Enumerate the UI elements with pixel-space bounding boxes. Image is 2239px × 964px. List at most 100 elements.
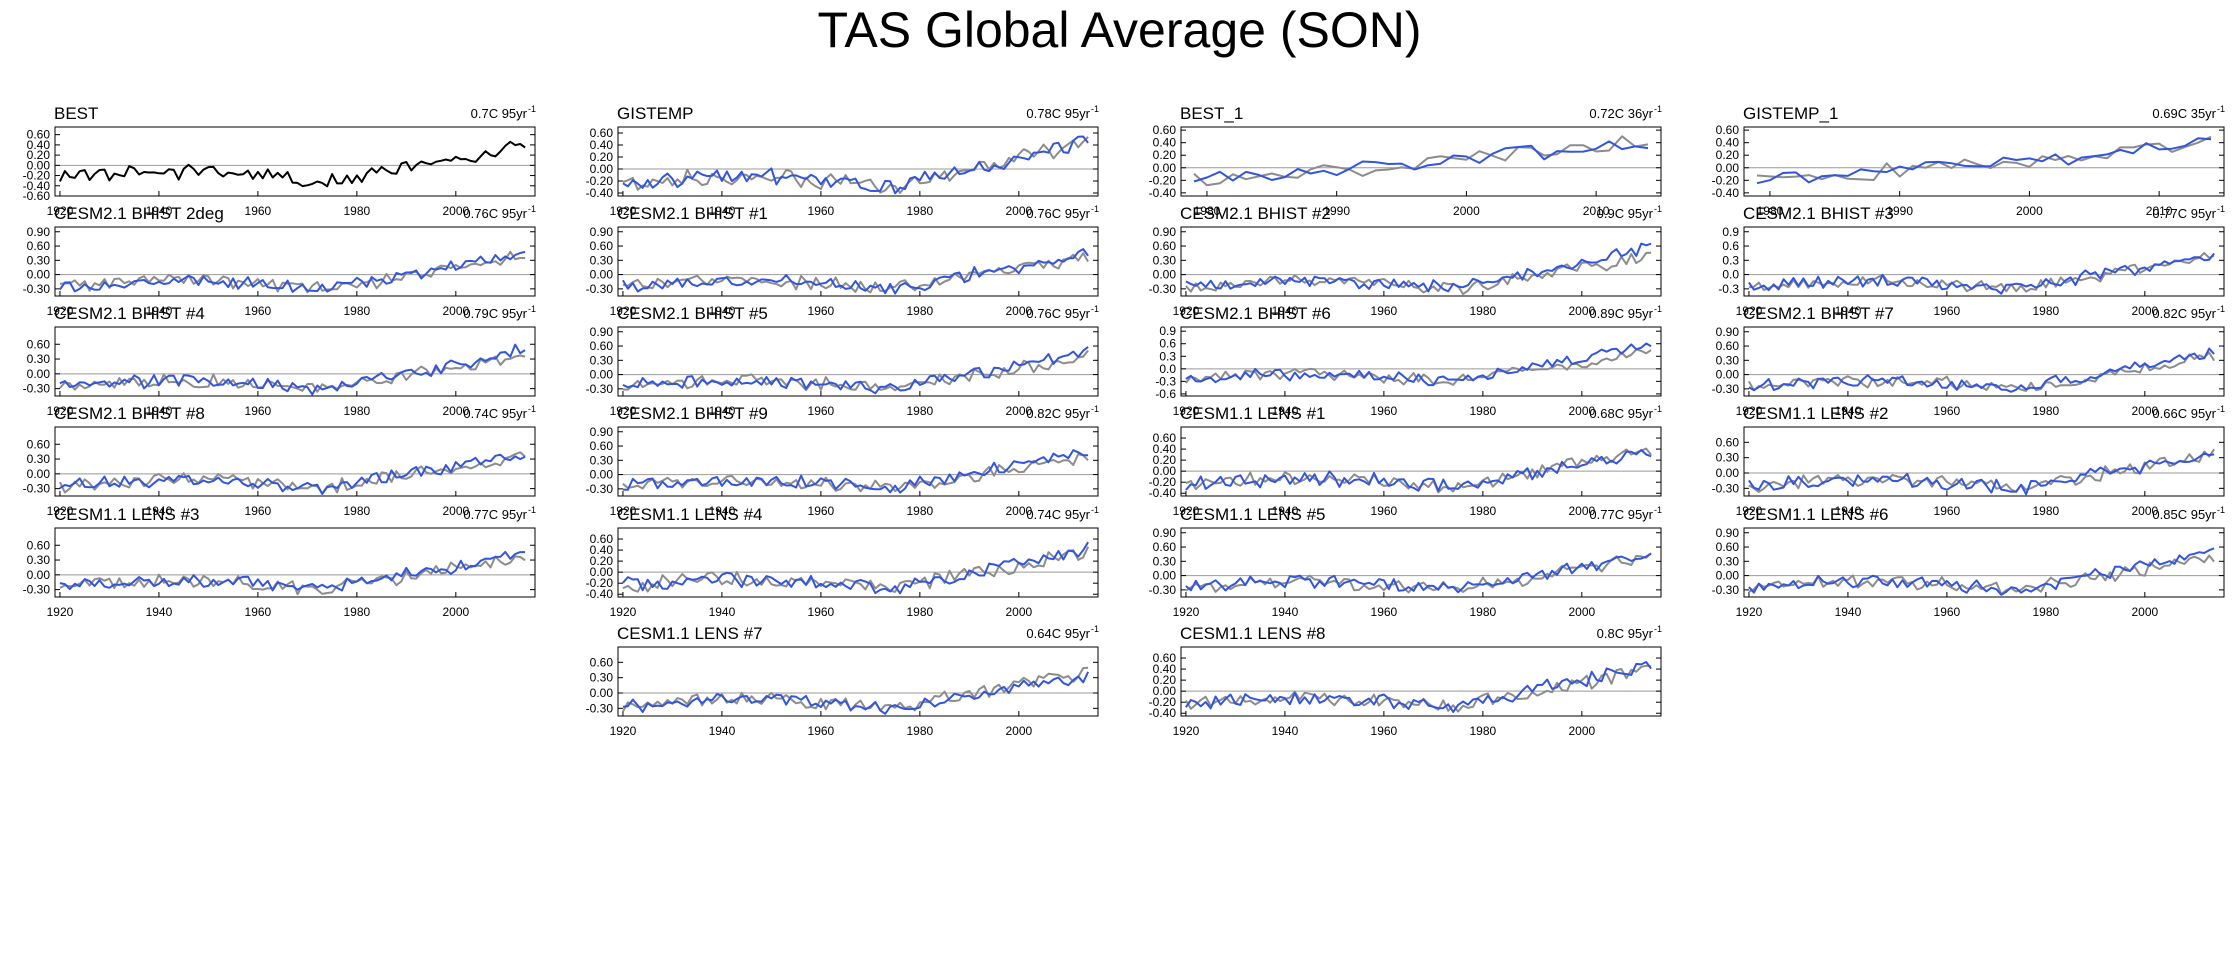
y-tick-label: -0.20	[1149, 173, 1177, 187]
trend-exponent: -1	[528, 104, 536, 114]
series-line-model	[622, 671, 1090, 715]
series-line-reference	[622, 546, 1090, 593]
plot-frame	[54, 326, 536, 397]
x-tick-label: 1960	[245, 605, 272, 619]
x-tick-label: 1960	[1371, 724, 1398, 738]
x-tick-label: 2000	[442, 204, 469, 218]
x-tick-label: 1960	[1934, 304, 1961, 318]
trend-label: 0.77C 95yr	[1589, 507, 1653, 522]
y-tick-label: 0.00	[1153, 684, 1177, 698]
y-tick-label: 0.30	[1153, 554, 1177, 568]
x-tick-label: 2000	[1005, 304, 1032, 318]
x-tick-label: 1940	[1272, 404, 1299, 418]
x-tick-label: 1960	[1371, 504, 1398, 518]
series-line-model	[622, 449, 1089, 494]
y-tick-label: 0.40	[1153, 442, 1177, 456]
plot-frame	[617, 527, 1099, 598]
trend-exponent: -1	[1091, 304, 1099, 314]
x-tick-label: 2000	[1453, 204, 1480, 218]
series-line-model	[59, 250, 526, 293]
y-tick-label: -0.20	[586, 174, 614, 188]
series-line-model	[1185, 342, 1652, 387]
y-tick-label: 0.60	[1153, 239, 1177, 253]
plot-frame	[617, 226, 1099, 297]
panel-title: GISTEMP_1	[1743, 104, 1838, 123]
y-tick-label: 0.00	[590, 162, 614, 176]
trend-exponent: -1	[1654, 624, 1662, 634]
x-tick-label: 2000	[442, 605, 469, 619]
trend-label: 0.76C 95yr	[463, 206, 527, 221]
y-tick-label: 0.20	[1153, 148, 1177, 162]
plot-frame	[1743, 126, 2225, 197]
x-tick-label: 2000	[2131, 605, 2158, 619]
x-tick-label: 1980	[1470, 304, 1497, 318]
plot-frame	[54, 226, 536, 297]
series-line-reference	[1756, 135, 2212, 181]
y-tick-label: 0.00	[1716, 368, 1740, 382]
y-tick-label: 0.90	[590, 425, 614, 439]
panel-title: CESM1.1 LENS #4	[617, 505, 763, 524]
page-title: TAS Global Average (SON)	[817, 2, 1422, 58]
x-tick-label: 2000	[2016, 204, 2043, 218]
trend-label: 0.85C 95yr	[2152, 507, 2216, 522]
plot-frame	[1180, 226, 1662, 297]
trend-label: 0.79C 95yr	[463, 306, 527, 321]
x-tick-label: 2000	[1005, 204, 1032, 218]
y-tick-label: 0.30	[590, 353, 614, 367]
y-tick-label: 0.30	[27, 553, 51, 567]
x-tick-label: 1920	[610, 404, 637, 418]
x-tick-label: 1960	[1371, 605, 1398, 619]
series-line-model	[1756, 137, 2212, 185]
y-tick-label: -0.30	[23, 282, 51, 296]
x-tick-label: 1920	[47, 605, 74, 619]
y-tick-label: 0.30	[590, 453, 614, 467]
y-tick-label: 0.00	[590, 368, 614, 382]
x-tick-label: 2000	[442, 304, 469, 318]
trend-label: 0.7C 95yr	[471, 106, 528, 121]
trend-exponent: -1	[2217, 404, 2225, 414]
trend-label: 0.72C 36yr	[1589, 106, 1653, 121]
trend-label: 0.76C 95yr	[1026, 206, 1090, 221]
panel-6: CESM2.1 BHIST #2 0.9C 95yr -10.900.600.300…	[1149, 204, 1662, 318]
y-tick-label: 0.60	[27, 128, 51, 142]
y-tick-label: -0.30	[23, 583, 51, 597]
x-tick-label: 1980	[1470, 605, 1497, 619]
x-tick-label: 1960	[245, 304, 272, 318]
series-line-reference	[59, 555, 526, 596]
y-tick-label: 0.90	[1716, 325, 1740, 339]
series-line-reference	[622, 349, 1089, 392]
panel-15: CESM1.1 LENS #2 0.66C 95yr -10.600.300.00-…	[1712, 404, 2225, 518]
panel-11: CESM2.1 BHIST #7 0.82C 95yr -10.900.600.30…	[1712, 304, 2225, 418]
series-line-reference	[622, 136, 1089, 194]
y-tick-label: 0.20	[590, 554, 614, 568]
y-tick-label: -0.20	[23, 169, 51, 183]
y-tick-label: 0.60	[27, 538, 51, 552]
trend-label: 0.78C 95yr	[1026, 106, 1090, 121]
y-tick-label: 0.60	[27, 239, 51, 253]
plot-frame	[1180, 326, 1662, 397]
panel-title: CESM1.1 LENS #5	[1180, 505, 1326, 524]
x-tick-label: 1960	[1934, 605, 1961, 619]
x-tick-label: 1920	[1736, 304, 1763, 318]
trend-exponent: -1	[1654, 404, 1662, 414]
y-tick-label: 0.30	[27, 452, 51, 466]
y-tick-label: 0.00	[590, 686, 614, 700]
y-tick-label: 0.30	[590, 253, 614, 267]
x-tick-label: 2010	[1583, 204, 1610, 218]
y-tick-label: 0.30	[27, 352, 51, 366]
panel-2: BEST_1 0.72C 36yr -10.600.400.200.00-0.20-…	[1149, 104, 1662, 218]
trend-exponent: -1	[528, 204, 536, 214]
y-tick-label: 0.60	[590, 126, 614, 140]
plot-frame	[1180, 527, 1662, 598]
x-tick-label: 2000	[442, 504, 469, 518]
series-line-model	[622, 248, 1089, 295]
series-line-reference	[1185, 552, 1652, 594]
y-tick-label: 0.3	[1722, 253, 1739, 267]
y-tick-label: 0.6	[1722, 239, 1739, 253]
trend-exponent: -1	[2217, 304, 2225, 314]
x-tick-label: 1940	[146, 404, 173, 418]
x-tick-label: 1920	[610, 204, 637, 218]
y-tick-label: -0.30	[1712, 382, 1740, 396]
x-tick-label: 1940	[1272, 724, 1299, 738]
x-tick-label: 1960	[245, 504, 272, 518]
